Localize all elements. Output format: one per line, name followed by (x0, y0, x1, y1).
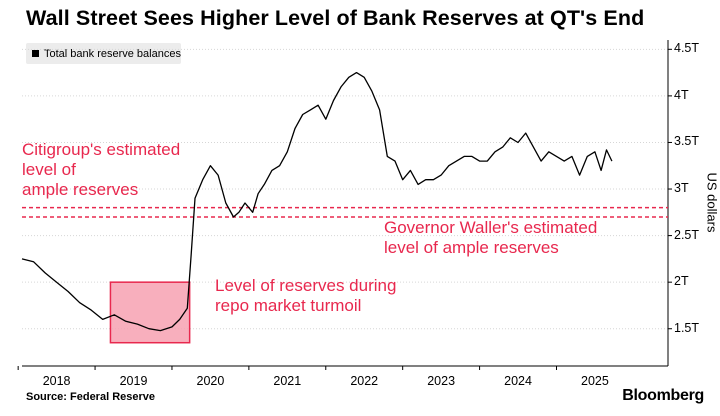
x-tick-label: 2024 (504, 374, 532, 388)
x-tick-label: 2023 (427, 374, 456, 388)
series-line (21, 71, 613, 332)
legend: Total bank reserve balances (26, 43, 181, 64)
y-tick-label: 2T (674, 274, 689, 289)
legend-swatch (32, 50, 39, 57)
y-tick-label: 3.5T (674, 134, 700, 149)
chart-title: Wall Street Sees Higher Level of Bank Re… (26, 6, 645, 30)
repo-annotation: Level of reserves during repo market tur… (215, 276, 397, 315)
waller-annotation: Governor Waller's estimated level of amp… (384, 218, 598, 257)
x-tick-label: 2020 (196, 374, 225, 388)
x-tick-label: 2022 (350, 374, 379, 388)
y-tick-label: 4T (674, 87, 689, 102)
source-note: Source: Federal Reserve (26, 391, 156, 403)
y-tick-label: 4.5T (674, 41, 700, 56)
x-tick-label: 2025 (581, 374, 609, 388)
y-tick-label: 3T (674, 181, 689, 196)
repo-highlight-box (109, 281, 191, 344)
bloomberg-logo: Bloomberg (622, 387, 704, 404)
citigroup-annotation: Citigroup's estimated level of ample res… (22, 140, 181, 199)
y-tick-label: 1.5T (674, 320, 700, 335)
x-tick-label: 2021 (273, 374, 302, 388)
y-axis-label: US dollars (704, 172, 720, 233)
y-tick-label: 2.5T (674, 227, 700, 242)
x-tick-label: 2018 (42, 374, 71, 388)
legend-label: Total bank reserve balances (44, 47, 181, 60)
x-tick-label: 2019 (119, 374, 148, 388)
